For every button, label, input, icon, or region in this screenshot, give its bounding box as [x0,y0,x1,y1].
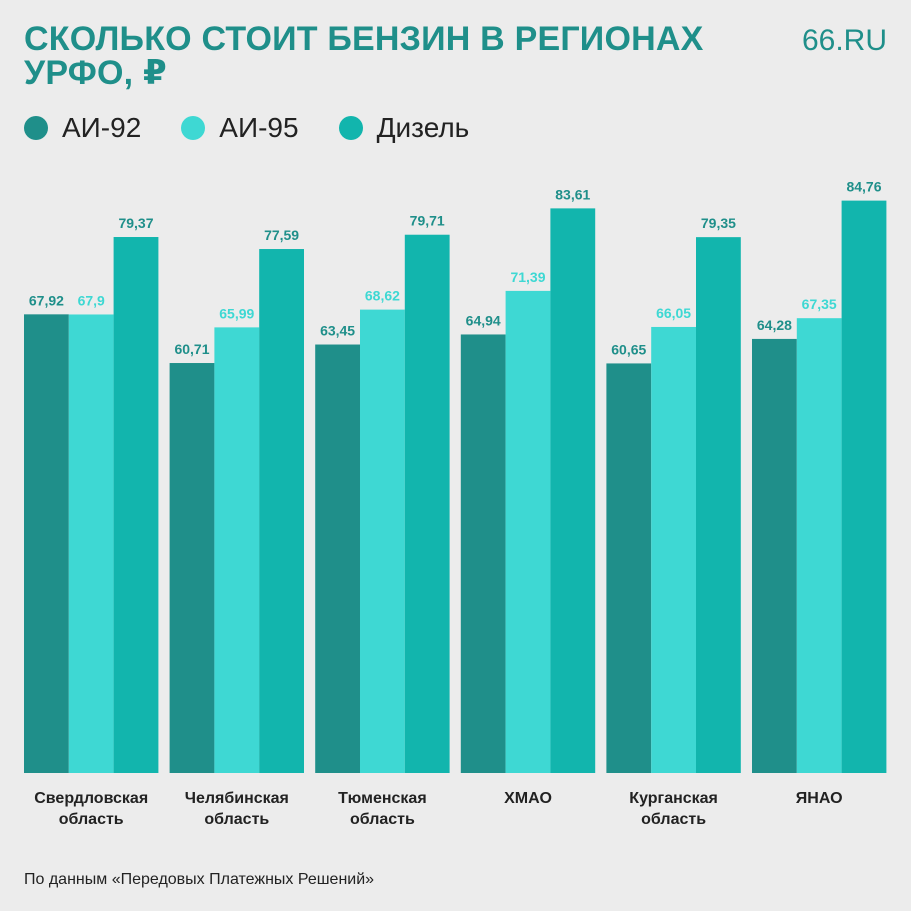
bar-group-2: 60,71 65,99 77,59 Челябинская область [169,227,304,828]
category-label-1: Свердловская область [34,790,148,828]
data-label-ai92-5: 60,65 [611,341,646,357]
bar-diesel-2 [259,249,304,773]
source-note: По данным «Передовых Платежных Решений» [24,871,375,888]
category-label-5: Курганская область [629,790,718,828]
bar-ai92-4 [460,334,506,773]
legend-dot-ai95 [181,116,206,140]
category-label-4-line-1: ХМАО [504,790,552,807]
bar-ai92-3 [315,344,360,773]
data-label-diesel-6: 84,76 [846,179,881,195]
data-label-ai92-4: 64,94 [466,312,501,328]
bar-ai95-5 [651,326,696,773]
category-label-5-line-2: область [641,811,706,828]
data-label-ai92-3: 63,45 [320,323,355,339]
bar-ai95-4 [505,290,551,773]
data-label-ai95-5: 66,05 [656,305,691,321]
bar-diesel-5 [696,237,741,773]
category-label-3-line-2: область [350,811,415,828]
data-label-ai95-3: 68,62 [365,288,400,304]
legend-dot-ai92 [24,116,48,140]
chart-title: СКОЛЬКО СТОИТ БЕНЗИН В РЕГИОНАХ УРФО, ₽ [24,22,724,90]
data-label-diesel-3: 79,71 [410,213,445,229]
data-label-ai92-2: 60,71 [174,341,209,357]
bar-diesel-1 [113,237,159,773]
category-label-3-line-1: Тюменская [338,790,427,807]
category-label-6-line-1: ЯНАО [796,790,843,807]
data-label-diesel-1: 79,37 [118,215,153,231]
data-label-ai95-4: 71,39 [510,269,545,285]
bar-group-4: 64,94 71,39 83,61 ХМАО [460,186,596,807]
legend-item-ai92: АИ-92 [24,112,141,144]
bar-ai95-2 [214,327,260,773]
bar-ai92-5 [606,363,652,773]
category-label-1-line-1: Свердловская [34,790,148,807]
legend-item-ai95: АИ-95 [181,112,299,144]
category-label-3: Тюменская область [338,790,427,828]
bar-ai92-1 [24,314,69,773]
bar-group-6: 64,28 67,35 84,76 ЯНАО [752,179,887,807]
category-label-2-line-1: Челябинская [185,790,289,807]
category-label-1-line-2: область [59,811,124,828]
legend-dot-diesel [338,116,363,140]
data-label-ai95-2: 65,99 [219,305,254,321]
category-label-4: ХМАО [504,790,552,807]
data-label-diesel-5: 79,35 [701,215,736,231]
data-label-ai92-6: 64,28 [757,317,792,333]
bar-diesel-4 [550,208,596,773]
data-label-ai95-6: 67,35 [802,296,837,312]
bar-group-5: 60,65 66,05 79,35 Курганская область [606,215,741,828]
bar-ai92-2 [169,363,215,773]
bar-ai95-3 [360,309,405,773]
legend: АИ-92 АИ-95 Дизель [24,111,469,145]
bar-group-3: 63,45 68,62 79,71 Тюменская область [315,213,450,828]
category-label-2: Челябинская область [185,790,289,828]
bar-ai92-6 [752,338,797,773]
category-label-2-line-2: область [204,811,269,828]
legend-label-diesel: Дизель [376,112,470,143]
legend-item-diesel: Дизель [338,112,470,144]
legend-label-ai95: АИ-95 [219,112,299,143]
data-label-diesel-4: 83,61 [555,186,590,202]
bar-ai95-6 [796,318,842,773]
chart-title-line-1: СКОЛЬКО СТОИТ БЕНЗИН В РЕГИОНАХ [24,20,704,58]
category-label-5-line-1: Курганская [629,790,718,807]
data-label-diesel-2: 77,59 [264,227,299,243]
brand-logo: 66.RU [801,24,887,57]
bar-diesel-6 [841,200,887,773]
legend-label-ai92: АИ-92 [62,112,142,143]
bar-diesel-3 [404,234,450,774]
bar-group-1: 67,92 67,9 79,37 Свердловская область [24,215,159,828]
data-label-ai92-1: 67,92 [29,292,64,308]
chart-title-line-2: УРФО, ₽ [24,54,167,92]
data-label-ai95-1: 67,9 [78,292,105,308]
category-label-6: ЯНАО [796,790,843,807]
bar-ai95-1 [68,314,114,773]
